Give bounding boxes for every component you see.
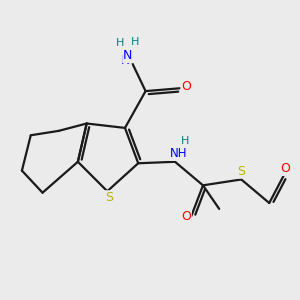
Text: NH: NH	[170, 147, 187, 160]
Text: N: N	[121, 54, 130, 67]
Text: O: O	[181, 210, 191, 223]
Text: O: O	[181, 80, 191, 93]
Text: O: O	[280, 162, 290, 175]
Text: H: H	[116, 38, 125, 48]
Text: N: N	[123, 49, 133, 62]
Text: S: S	[105, 191, 113, 204]
Text: S: S	[237, 165, 245, 178]
Text: H: H	[181, 136, 190, 146]
Text: H: H	[130, 37, 139, 47]
